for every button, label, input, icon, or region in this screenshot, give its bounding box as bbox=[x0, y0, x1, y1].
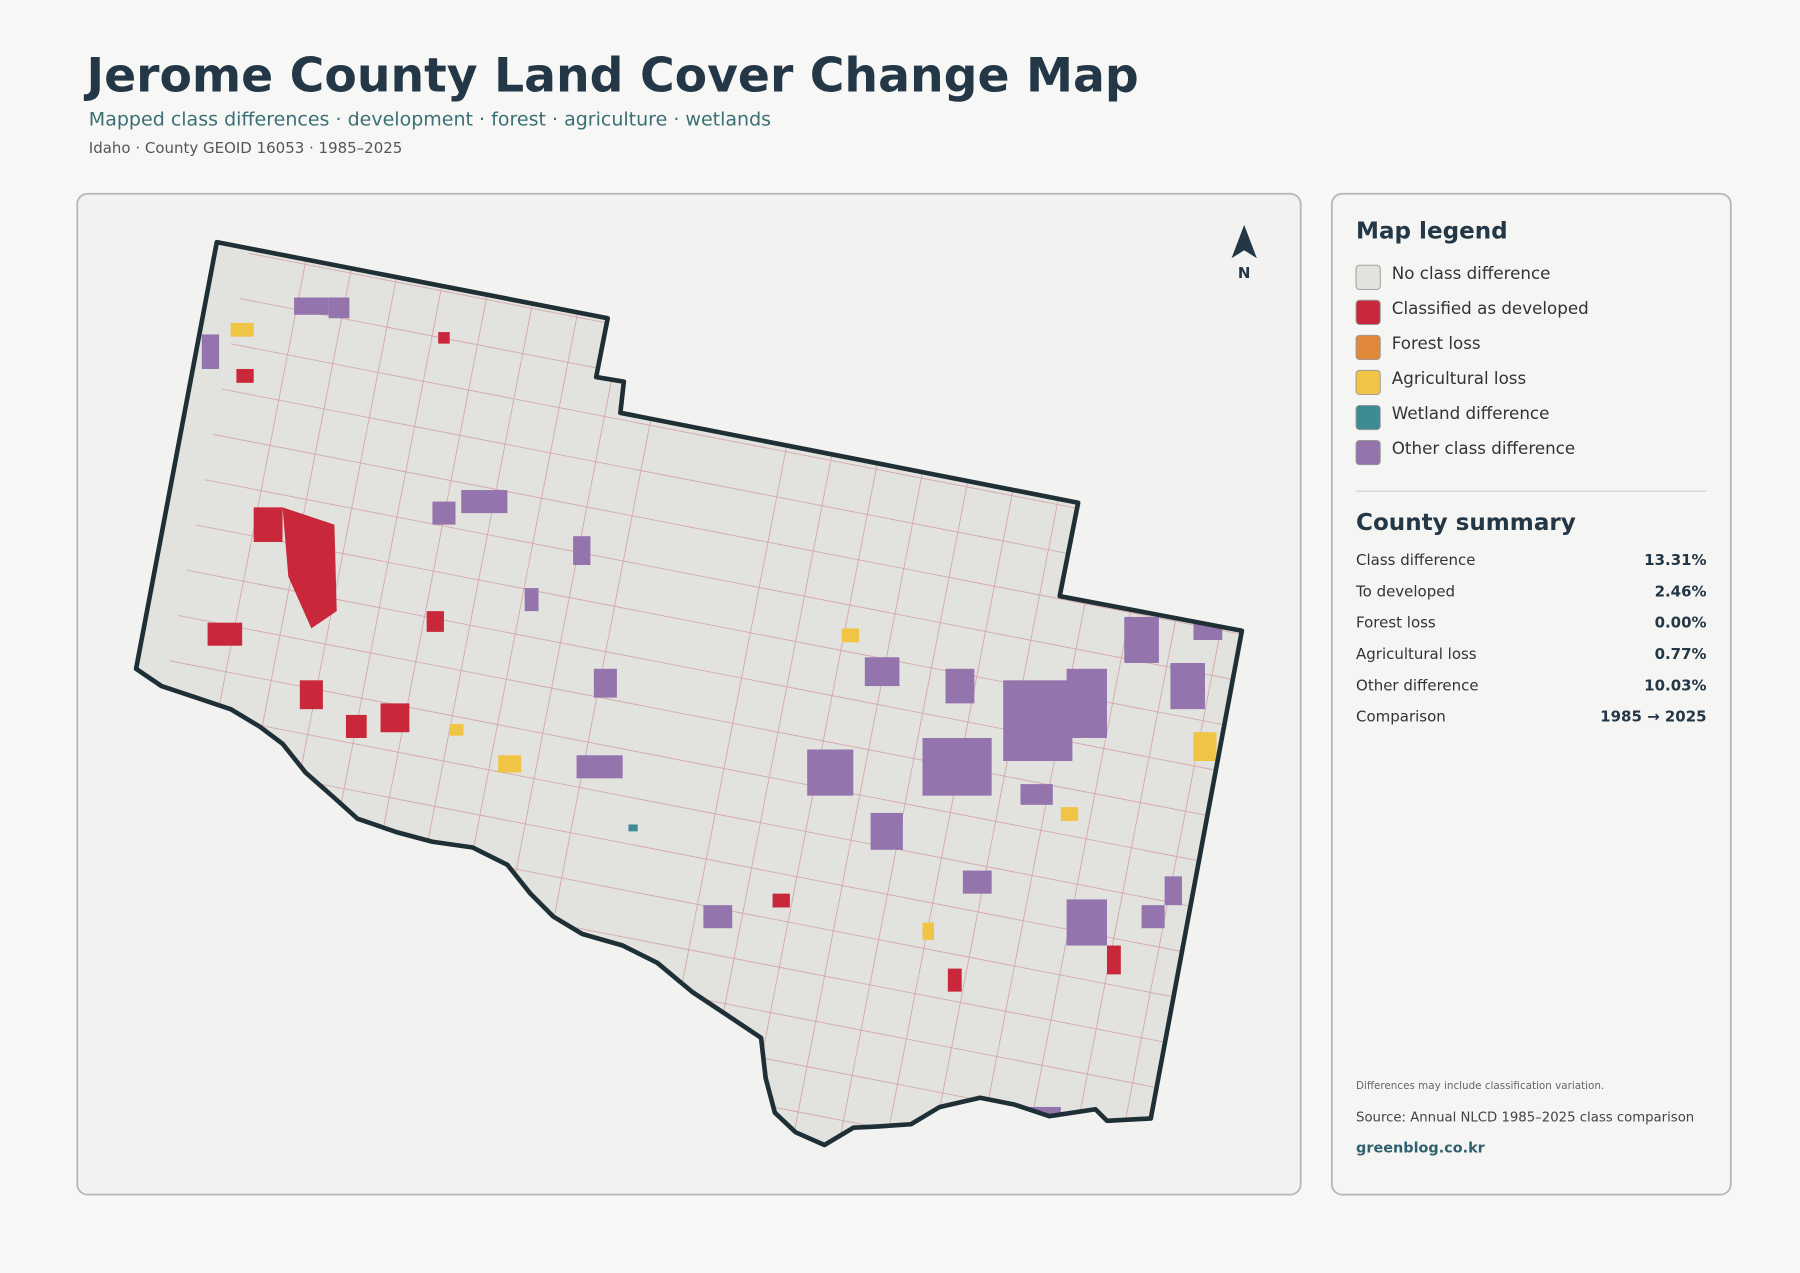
meta: Idaho · County GEOID 16053 · 1985–2025 bbox=[89, 139, 403, 157]
map: N bbox=[133, 224, 1257, 1148]
summary-title: County summary bbox=[1356, 510, 1576, 536]
legend-swatch bbox=[1355, 299, 1381, 325]
footnote: Differences may include classification v… bbox=[1356, 1080, 1604, 1092]
summary-value: 2.46% bbox=[1655, 582, 1707, 600]
county-boundary bbox=[133, 239, 1245, 1148]
legend-label: No class difference bbox=[1392, 263, 1551, 283]
summary-label: Agricultural loss bbox=[1356, 645, 1477, 663]
source: Source: Annual NLCD 1985–2025 class comp… bbox=[1356, 1110, 1694, 1125]
summary-label: Class difference bbox=[1356, 551, 1475, 569]
subtitle: Mapped class differences · development ·… bbox=[89, 108, 771, 130]
summary-label: Forest loss bbox=[1356, 614, 1436, 632]
summary-label: Other difference bbox=[1356, 676, 1479, 694]
summary-value: 13.31% bbox=[1644, 551, 1706, 569]
legend-swatch bbox=[1355, 369, 1381, 396]
legend-label: Forest loss bbox=[1392, 333, 1481, 353]
north-arrow bbox=[1231, 224, 1257, 259]
north-label: N bbox=[1238, 264, 1251, 282]
summary-label: Comparison bbox=[1356, 708, 1446, 726]
legend-label: Classified as developed bbox=[1392, 298, 1589, 318]
legend-swatch bbox=[1355, 334, 1381, 360]
title: Jerome County Land Cover Change Map bbox=[84, 48, 1139, 103]
summary-value: 0.77% bbox=[1655, 645, 1707, 663]
credit: greenblog.co.kr bbox=[1356, 1140, 1486, 1156]
legend-title: Map legend bbox=[1356, 218, 1508, 244]
legend-label: Agricultural loss bbox=[1392, 368, 1526, 388]
summary-value: 10.03% bbox=[1644, 676, 1706, 694]
legend-swatch bbox=[1355, 404, 1381, 431]
legend-label: Other class difference bbox=[1392, 438, 1575, 458]
summary-value: 1985 → 2025 bbox=[1600, 708, 1706, 726]
change-patches bbox=[136, 242, 1242, 1146]
legend-panel bbox=[1330, 192, 1732, 1196]
summary-value: 0.00% bbox=[1655, 614, 1707, 632]
summary-label: To developed bbox=[1355, 582, 1455, 600]
legend-label: Wetland difference bbox=[1392, 403, 1550, 423]
legend-swatch bbox=[1355, 264, 1381, 290]
county-fill bbox=[136, 242, 1242, 1146]
legend-swatch bbox=[1355, 440, 1381, 466]
summary-rows: Class difference 13.31% To developed 2.46% F… bbox=[1355, 551, 1707, 726]
legend-items: No class difference Classified as develop… bbox=[1355, 263, 1589, 466]
